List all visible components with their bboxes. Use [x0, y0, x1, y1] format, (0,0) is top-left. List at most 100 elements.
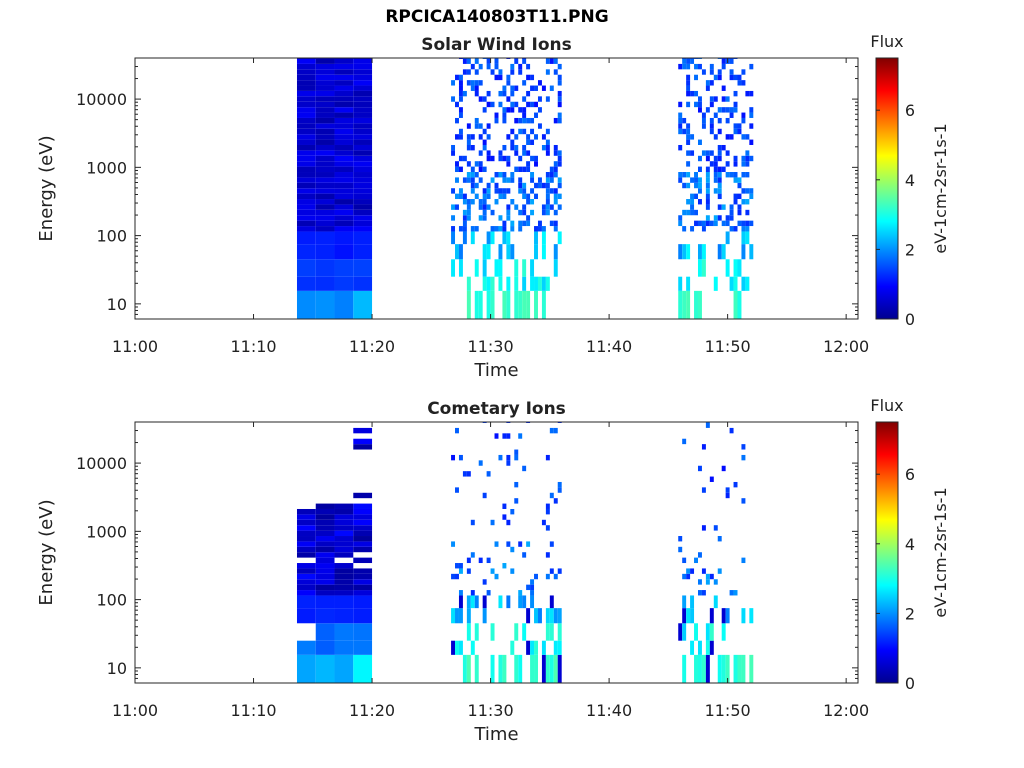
data-cell	[353, 166, 373, 173]
data-cell	[745, 188, 750, 194]
data-cell	[315, 69, 335, 75]
data-cell	[686, 90, 691, 97]
data-cell	[498, 226, 503, 232]
data-cell	[353, 150, 373, 156]
data-cell	[510, 220, 515, 227]
data-cell	[296, 150, 316, 156]
data-cell	[549, 608, 554, 624]
data-cell	[498, 150, 503, 156]
data-cell	[315, 177, 335, 183]
data-cell	[506, 244, 511, 260]
data-cell	[502, 226, 507, 232]
x-tick-label: 12:00	[823, 337, 869, 356]
data-cell	[694, 63, 698, 70]
data-cell	[549, 58, 554, 64]
data-cell	[717, 193, 722, 200]
data-cell	[549, 166, 554, 173]
data-cell	[466, 161, 471, 167]
data-cell	[741, 557, 746, 564]
data-cell	[705, 193, 710, 200]
data-cell	[296, 193, 316, 200]
data-cell	[451, 454, 456, 461]
data-cell	[741, 220, 746, 227]
data-cell	[694, 290, 698, 319]
y-tick-label: 100	[96, 227, 127, 246]
data-cell	[557, 90, 562, 97]
data-cell	[510, 508, 515, 515]
data-cell	[296, 608, 316, 624]
data-cell	[541, 226, 546, 232]
data-cell	[541, 182, 546, 189]
data-cell	[466, 595, 471, 609]
data-cell	[741, 161, 746, 167]
data-cell	[315, 579, 335, 585]
data-cell	[334, 58, 354, 64]
data-cell	[494, 112, 499, 118]
data-cell	[709, 608, 714, 624]
data-cell	[315, 226, 335, 232]
data-cell	[557, 150, 562, 156]
data-cell	[334, 226, 354, 232]
data-cell	[334, 573, 354, 580]
data-cell	[741, 155, 746, 162]
data-cell	[458, 226, 463, 232]
data-cell	[334, 128, 354, 135]
data-cell	[545, 96, 550, 102]
data-cell	[713, 220, 718, 227]
data-cell	[514, 498, 519, 504]
data-cell	[458, 244, 463, 260]
data-cell	[474, 226, 479, 232]
data-cell	[518, 117, 523, 124]
data-cell	[713, 525, 718, 531]
data-cell	[530, 209, 535, 216]
data-cell	[466, 608, 471, 624]
data-cell	[458, 80, 463, 86]
data-cell	[315, 204, 335, 210]
data-cell	[466, 177, 471, 183]
data-cell	[510, 128, 515, 135]
data-cell	[725, 117, 730, 124]
data-cell	[733, 155, 738, 162]
data-cell	[353, 530, 373, 537]
data-cell	[534, 608, 538, 624]
data-cell	[545, 172, 550, 178]
data-cell	[522, 188, 527, 194]
data-cell	[526, 117, 531, 124]
data-cell	[545, 654, 550, 683]
data-cell	[296, 568, 316, 574]
data-cell	[541, 204, 546, 210]
data-cell	[466, 557, 471, 564]
data-cell	[458, 188, 463, 194]
data-cell	[717, 654, 722, 683]
data-cell	[296, 58, 316, 64]
data-cell	[470, 177, 475, 183]
data-cell	[745, 155, 750, 162]
data-cell	[502, 654, 507, 683]
data-cell	[482, 139, 487, 145]
data-cell	[455, 117, 459, 124]
data-cell	[713, 161, 718, 167]
data-cell	[458, 640, 463, 655]
data-cell	[701, 226, 706, 232]
data-cell	[353, 226, 373, 232]
colorbar	[875, 421, 899, 684]
data-cell	[474, 290, 479, 319]
data-cell	[451, 640, 456, 655]
data-cell	[353, 96, 373, 102]
data-cell	[514, 454, 519, 461]
data-cell	[530, 101, 535, 108]
x-tick-label: 11:20	[349, 701, 395, 720]
data-cell	[690, 209, 695, 216]
data-cell	[553, 640, 558, 655]
data-cell	[557, 654, 562, 683]
data-cell	[470, 63, 475, 70]
data-cell	[458, 193, 463, 200]
data-cell	[474, 85, 479, 91]
data-cell	[474, 90, 479, 97]
data-cell	[534, 193, 538, 200]
data-cell	[315, 199, 335, 205]
data-cell	[686, 199, 691, 205]
data-cell	[296, 144, 316, 151]
data-cell	[334, 139, 354, 145]
data-cell	[545, 199, 550, 205]
